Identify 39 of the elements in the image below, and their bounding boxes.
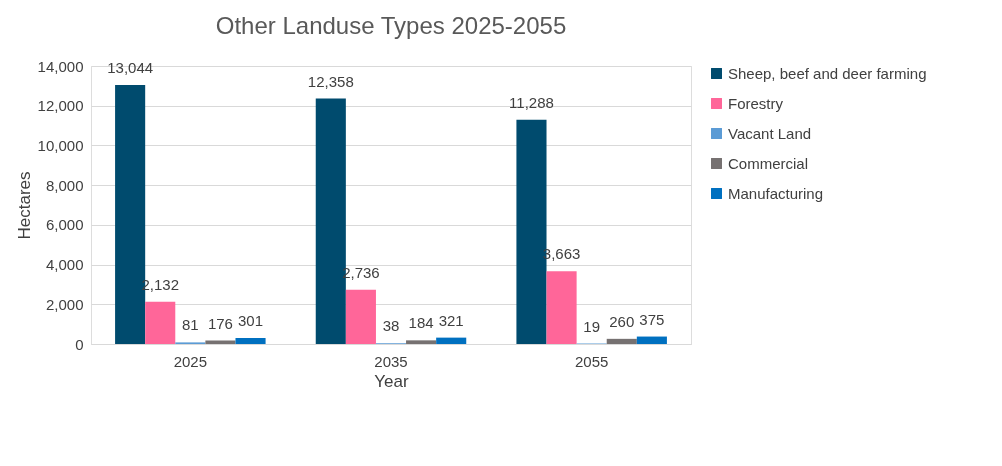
- bar: [345, 289, 376, 344]
- y-axis-title: Hectares: [14, 171, 34, 240]
- bar: [145, 301, 176, 344]
- legend-label: Vacant Land: [728, 124, 812, 142]
- data-label: 12,358: [307, 72, 354, 90]
- legend-label: Manufacturing: [728, 184, 824, 202]
- x-tick-label: 2035: [374, 352, 408, 370]
- bar: [235, 338, 266, 344]
- y-tick-label: 4,000: [45, 256, 84, 274]
- data-label: 81: [181, 316, 199, 334]
- data-label: 260: [609, 312, 635, 330]
- data-label: 19: [583, 317, 601, 335]
- data-label: 321: [438, 311, 464, 329]
- data-label: 301: [238, 312, 264, 330]
- bar: [606, 338, 637, 344]
- legend-label: Forestry: [728, 94, 784, 112]
- legend-label: Commercial: [728, 154, 809, 172]
- chart-title: Other Landuse Types 2025-2055: [215, 12, 567, 39]
- x-tick-label: 2025: [173, 352, 208, 370]
- y-tick-label: 8,000: [45, 176, 84, 194]
- y-tick-label: 12,000: [37, 97, 84, 115]
- data-label: 176: [207, 314, 233, 332]
- x-tick-label: 2055: [574, 352, 609, 370]
- legend-label: Sheep, beef and deer farming: [728, 64, 927, 82]
- data-label: 11,288: [509, 93, 554, 111]
- y-tick-label: 2,000: [45, 295, 84, 313]
- data-label: 38: [382, 317, 400, 335]
- bar: [406, 340, 437, 344]
- y-tick-label: 10,000: [37, 136, 84, 154]
- y-tick-label: 14,000: [37, 57, 84, 75]
- bar: [546, 271, 577, 344]
- data-label: 375: [639, 310, 665, 328]
- bar: [436, 337, 467, 344]
- y-tick-label: 0: [75, 335, 84, 353]
- y-tick-label: 6,000: [45, 216, 84, 234]
- data-label: 13,044: [107, 58, 154, 76]
- data-label: 184: [408, 314, 434, 332]
- x-axis-title: Year: [374, 371, 410, 391]
- bar: [636, 336, 667, 344]
